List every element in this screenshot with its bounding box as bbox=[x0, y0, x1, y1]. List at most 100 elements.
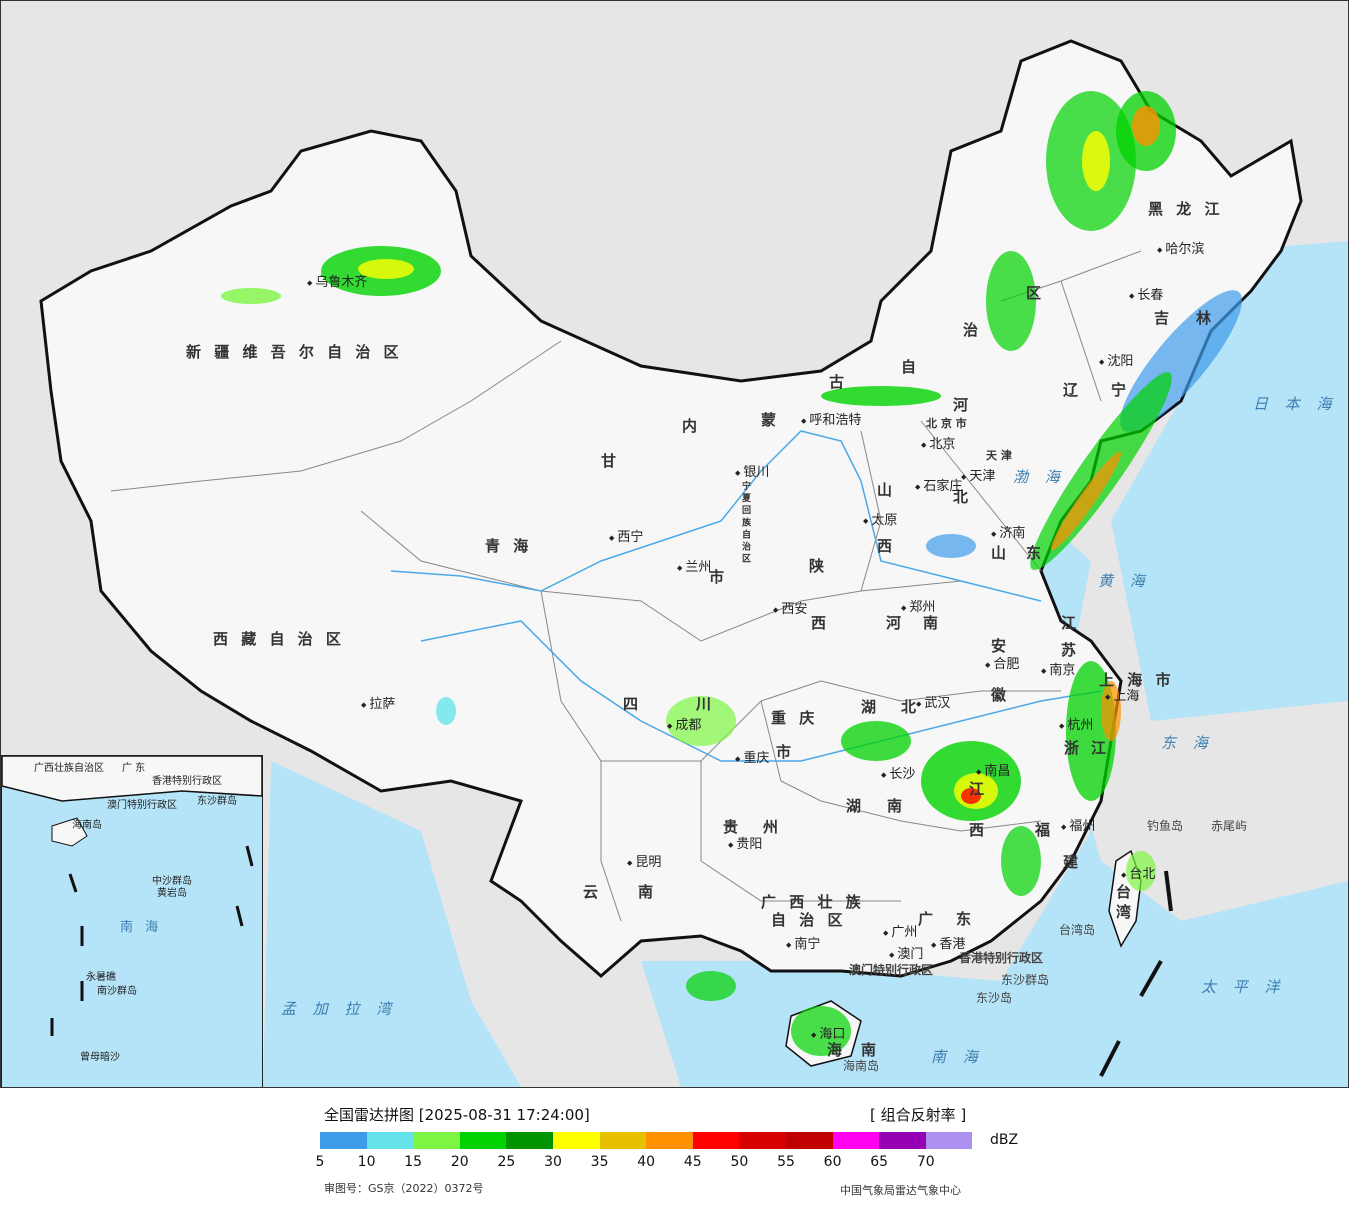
city-xian: 西安 bbox=[773, 598, 807, 617]
city-taipei: 台北 bbox=[1121, 863, 1155, 882]
label-he-hn: 河 bbox=[886, 614, 906, 632]
city-tianjin: 天津 bbox=[961, 465, 995, 484]
island-dongsha: 东沙岛 bbox=[976, 991, 1013, 1005]
legend-swatch bbox=[459, 1132, 507, 1149]
city-fuzhou: 福州 bbox=[1061, 815, 1095, 834]
label-tai: 台 bbox=[1116, 883, 1136, 901]
radar-map: 新 疆 维 吾 尔 自 治 区 西 藏 自 治 区 青 海 甘 内 蒙 古 自 … bbox=[0, 0, 1349, 1088]
legend-tick-label: 20 bbox=[450, 1154, 469, 1170]
city-shijiazhuang: 石家庄 bbox=[915, 475, 962, 494]
unit-label: dBZ bbox=[990, 1132, 1019, 1148]
city-shanghai: 上海 bbox=[1105, 685, 1139, 704]
inset-graphic bbox=[2, 756, 262, 1036]
city-chongqing: 重庆 bbox=[735, 747, 769, 766]
city-shenyang: 沈阳 bbox=[1099, 350, 1133, 369]
label-an: 安 bbox=[991, 637, 1011, 655]
legend-tick-label: 10 bbox=[357, 1154, 376, 1170]
label-ning: 宁 bbox=[1111, 381, 1131, 399]
inset-zhongsha: 中沙群岛 bbox=[152, 876, 192, 887]
legend-tick-label: 30 bbox=[544, 1154, 562, 1170]
inset-yongshu: 永暑礁 bbox=[86, 972, 116, 983]
label-dong-sd: 东 bbox=[1026, 544, 1046, 562]
label-xi-sn: 西 bbox=[811, 614, 831, 632]
legend-swatch bbox=[879, 1132, 926, 1149]
legend-tick-label: 40 bbox=[637, 1154, 656, 1170]
city-macau: 澳门 bbox=[889, 943, 923, 962]
island-chiwei: 赤尾屿 bbox=[1211, 819, 1248, 833]
inset-macau: 澳门特别行政区 bbox=[107, 800, 177, 811]
label-ji: 吉 bbox=[1154, 309, 1174, 327]
label-su: 苏 bbox=[1061, 641, 1081, 659]
label-hai: 海 bbox=[827, 1041, 847, 1059]
city-zhengzhou: 郑州 bbox=[901, 596, 935, 615]
label-jiang-zj: 江 bbox=[1091, 739, 1111, 757]
legend-swatch bbox=[739, 1132, 786, 1149]
city-nanchang: 南昌 bbox=[976, 760, 1010, 779]
sea-pacific: 太 平 洋 bbox=[1201, 978, 1286, 996]
label-yun: 云 bbox=[583, 883, 603, 901]
label-meng: 蒙 bbox=[761, 411, 781, 429]
city-lanzhou: 兰州 bbox=[677, 556, 711, 575]
label-jian: 建 bbox=[1063, 853, 1083, 871]
label-zhi: 治 bbox=[963, 321, 983, 339]
label-jiang-js: 江 bbox=[1061, 614, 1081, 632]
color-scale-bar bbox=[320, 1132, 973, 1149]
legend-tick-label: 65 bbox=[870, 1154, 889, 1170]
label-si: 四 bbox=[623, 695, 643, 713]
legend-tick-label: 45 bbox=[683, 1154, 702, 1170]
label-bei-hb: 北 bbox=[901, 698, 921, 716]
city-lhasa: 拉萨 bbox=[361, 693, 395, 712]
color-scale-ticks: 5 10 15 20 25 30 35 40 45 50 55 60 65 70 bbox=[316, 1154, 1020, 1174]
inset-zengmu: 曾母暗沙 bbox=[80, 1052, 120, 1063]
label-guangxi: 广 西 壮 族 bbox=[761, 893, 865, 911]
inset-huangyan: 黄岩岛 bbox=[157, 888, 187, 899]
label-macau-sar: 澳门特别行政区 bbox=[849, 963, 934, 977]
label-heilongjiang: 黑 龙 江 bbox=[1148, 200, 1224, 218]
legend-swatch bbox=[320, 1132, 367, 1149]
label-nei: 内 bbox=[682, 417, 702, 435]
legend-swatch bbox=[785, 1132, 833, 1149]
label-chongqing: 重 庆 bbox=[771, 709, 819, 727]
label-fu: 福 bbox=[1035, 821, 1055, 839]
label-beijing-prov: 北 京 市 bbox=[926, 417, 967, 430]
sea-japan: 日 本 海 bbox=[1253, 395, 1338, 413]
city-xining: 西宁 bbox=[609, 526, 643, 545]
city-harbin: 哈尔滨 bbox=[1157, 238, 1204, 257]
south-china-sea-inset: 广西壮族自治区 广 东 香港特别行政区 澳门特别行政区 东沙群岛 海南岛 中沙群… bbox=[1, 755, 263, 1087]
sea-east: 东 海 bbox=[1161, 734, 1214, 752]
city-nanjing: 南京 bbox=[1041, 659, 1075, 678]
legend-tick-label: 25 bbox=[497, 1154, 516, 1170]
inset-hk: 香港特别行政区 bbox=[152, 776, 222, 787]
label-qinghai: 青 海 bbox=[485, 537, 533, 555]
island-hainan: 海南岛 bbox=[843, 1059, 880, 1073]
label-nan-hn: 南 bbox=[923, 614, 943, 632]
source-label: 中国气象局雷达气象中心 bbox=[840, 1184, 961, 1197]
inset-guangxi: 广西壮族自治区 bbox=[34, 763, 104, 774]
city-hongkong: 香港 bbox=[931, 933, 965, 952]
city-hangzhou: 杭州 bbox=[1059, 714, 1093, 733]
label-gan: 甘 bbox=[601, 452, 621, 470]
label-he: 河 bbox=[953, 396, 973, 414]
label-hu-hb: 湖 bbox=[861, 698, 881, 716]
inset-guangdong: 广 东 bbox=[122, 763, 146, 774]
label-dong-gd: 东 bbox=[956, 910, 976, 928]
label-wan: 湾 bbox=[1116, 903, 1136, 921]
legend-tick-label: 15 bbox=[404, 1154, 423, 1170]
city-jinan: 济南 bbox=[991, 522, 1025, 541]
label-hu-hun: 湖 bbox=[846, 797, 866, 815]
city-kunming: 昆明 bbox=[627, 851, 661, 870]
city-haikou: 海口 bbox=[811, 1023, 845, 1042]
label-shi-gs: 市 bbox=[709, 568, 729, 586]
label-liao: 辽 bbox=[1063, 381, 1083, 399]
legend: 全国雷达拼图 [2025-08-31 17:24:00] [ 组合反射率 ] 5… bbox=[0, 1088, 1349, 1208]
city-taiyuan: 太原 bbox=[863, 509, 897, 528]
label-zi: 自 bbox=[901, 358, 921, 376]
label-xizang: 西 藏 自 治 区 bbox=[213, 630, 345, 648]
legend-title: 全国雷达拼图 [2025-08-31 17:24:00] bbox=[324, 1106, 590, 1124]
label-nan-yn: 南 bbox=[638, 883, 658, 901]
legend-tick-label: 60 bbox=[823, 1154, 842, 1170]
city-changsha: 长沙 bbox=[881, 763, 915, 782]
label-guangxi-2: 自 治 区 bbox=[771, 911, 847, 929]
sea-bengal: 孟 加 拉 湾 bbox=[281, 1000, 398, 1018]
inset-nansha: 南沙群岛 bbox=[97, 986, 137, 997]
